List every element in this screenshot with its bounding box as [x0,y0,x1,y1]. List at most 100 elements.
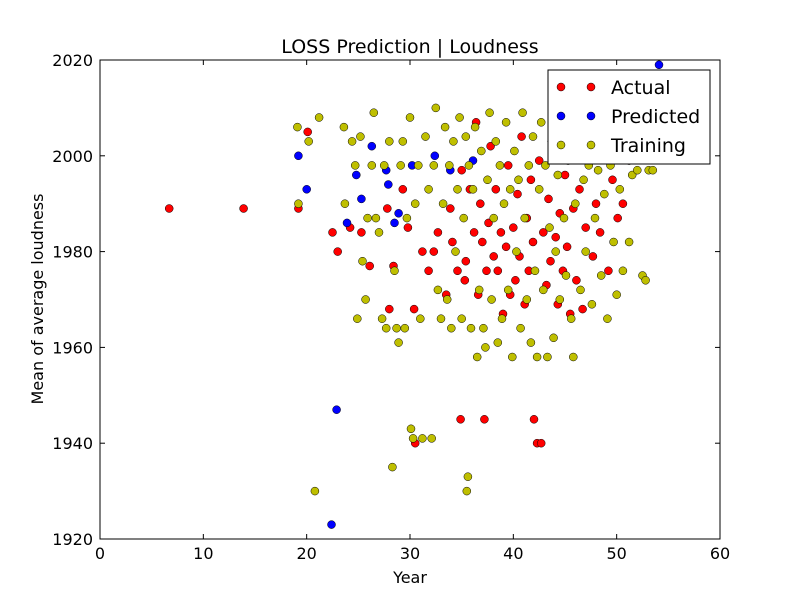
point-actual-79 [591,199,601,208]
x-tick-label-6: 60 [710,544,730,563]
point-actual-85 [618,199,628,208]
point-training-18 [377,314,387,323]
point-actual-9 [383,204,392,213]
legend-marker-training-b [586,140,596,150]
point-actual-75 [578,304,587,314]
point-actual-4 [328,228,337,237]
point-training-45 [440,122,450,132]
point-actual-25 [457,165,466,175]
point-training-40 [429,161,439,170]
point-training-32 [408,434,418,443]
point-training-31 [406,424,416,434]
point-actual-76 [581,223,590,232]
point-training-75 [499,199,509,208]
point-actual-22 [448,237,457,247]
point-training-90 [530,266,540,276]
legend-box [547,69,711,165]
point-actual-84 [613,213,622,223]
point-training-60 [468,185,478,194]
point-training-129 [633,165,642,175]
point-predicted-4 [342,218,352,228]
point-training-35 [416,314,425,323]
point-actual-47 [511,276,520,285]
point-training-68 [485,108,494,117]
point-training-7 [347,137,357,146]
point-training-48 [447,323,456,333]
point-training-29 [402,213,412,223]
point-predicted-16 [654,60,664,70]
point-training-17 [374,228,384,237]
axis-ticks-layer: 0 10 20 30 40 50 60 1920 1940 1960 1980 2000 2020 [52,51,730,563]
point-training-13 [363,213,372,223]
point-training-93 [536,118,546,127]
point-predicted-0 [294,151,303,161]
point-actual-55 [528,237,538,247]
point-training-122 [609,237,618,247]
point-actual-80 [595,228,605,237]
data-points-layer [164,60,664,529]
point-training-54 [459,213,468,223]
x-tick-label-0: 0 [95,544,105,563]
point-actual-35 [482,266,491,276]
point-training-133 [648,165,658,175]
point-training-58 [464,161,474,170]
point-training-112 [579,175,588,185]
point-training-12 [361,295,370,304]
x-tick-label-1: 10 [193,544,213,563]
legend-marker-actual-a [556,82,566,92]
point-actual-16 [418,247,427,256]
legend-marker-predicted-b [586,111,596,121]
point-actual-13 [403,223,413,232]
point-actual-10 [385,304,394,314]
point-actual-0 [164,204,174,213]
point-training-89 [528,132,538,141]
point-actual-78 [588,252,598,261]
point-training-99 [549,333,558,343]
point-training-52 [455,113,464,122]
point-training-28 [400,323,410,333]
point-training-37 [421,132,430,141]
point-training-78 [505,185,515,194]
x-tick-label-4: 40 [503,544,523,563]
point-training-67 [483,175,492,185]
point-predicted-7 [367,141,377,151]
point-actual-29 [469,228,479,237]
point-training-59 [466,323,476,333]
point-training-26 [396,161,405,170]
point-training-36 [418,434,427,443]
y-tick-label-4: 2000 [52,147,93,166]
point-training-70 [489,213,498,223]
point-actual-46 [509,223,518,232]
point-training-6 [340,199,350,208]
point-actual-44 [503,161,513,170]
point-actual-48 [513,189,522,199]
point-training-74 [497,314,507,323]
point-training-104 [559,213,569,223]
point-predicted-1 [302,185,311,194]
point-actual-37 [486,141,495,151]
point-predicted-9 [384,180,393,189]
point-actual-19 [433,228,443,237]
point-predicted-10 [390,218,399,228]
point-actual-82 [604,266,613,276]
point-actual-27 [461,256,471,266]
point-actual-33 [478,237,487,247]
point-training-71 [491,137,501,146]
y-axis-label: Mean of average loudness [28,194,47,405]
legend-label-actual: Actual [611,77,671,99]
x-tick-label-2: 20 [296,544,316,563]
point-training-27 [398,137,408,146]
point-predicted-13 [430,151,440,161]
point-training-23 [390,266,399,276]
point-training-44 [438,199,448,208]
point-training-111 [576,285,585,295]
point-training-38 [424,185,433,194]
point-training-63 [474,285,484,295]
point-training-97 [545,223,554,232]
legend: Actual Predicted Training [547,69,711,165]
point-training-4 [314,113,324,122]
point-training-125 [618,266,628,276]
point-training-11 [358,256,367,266]
point-training-33 [410,199,420,208]
